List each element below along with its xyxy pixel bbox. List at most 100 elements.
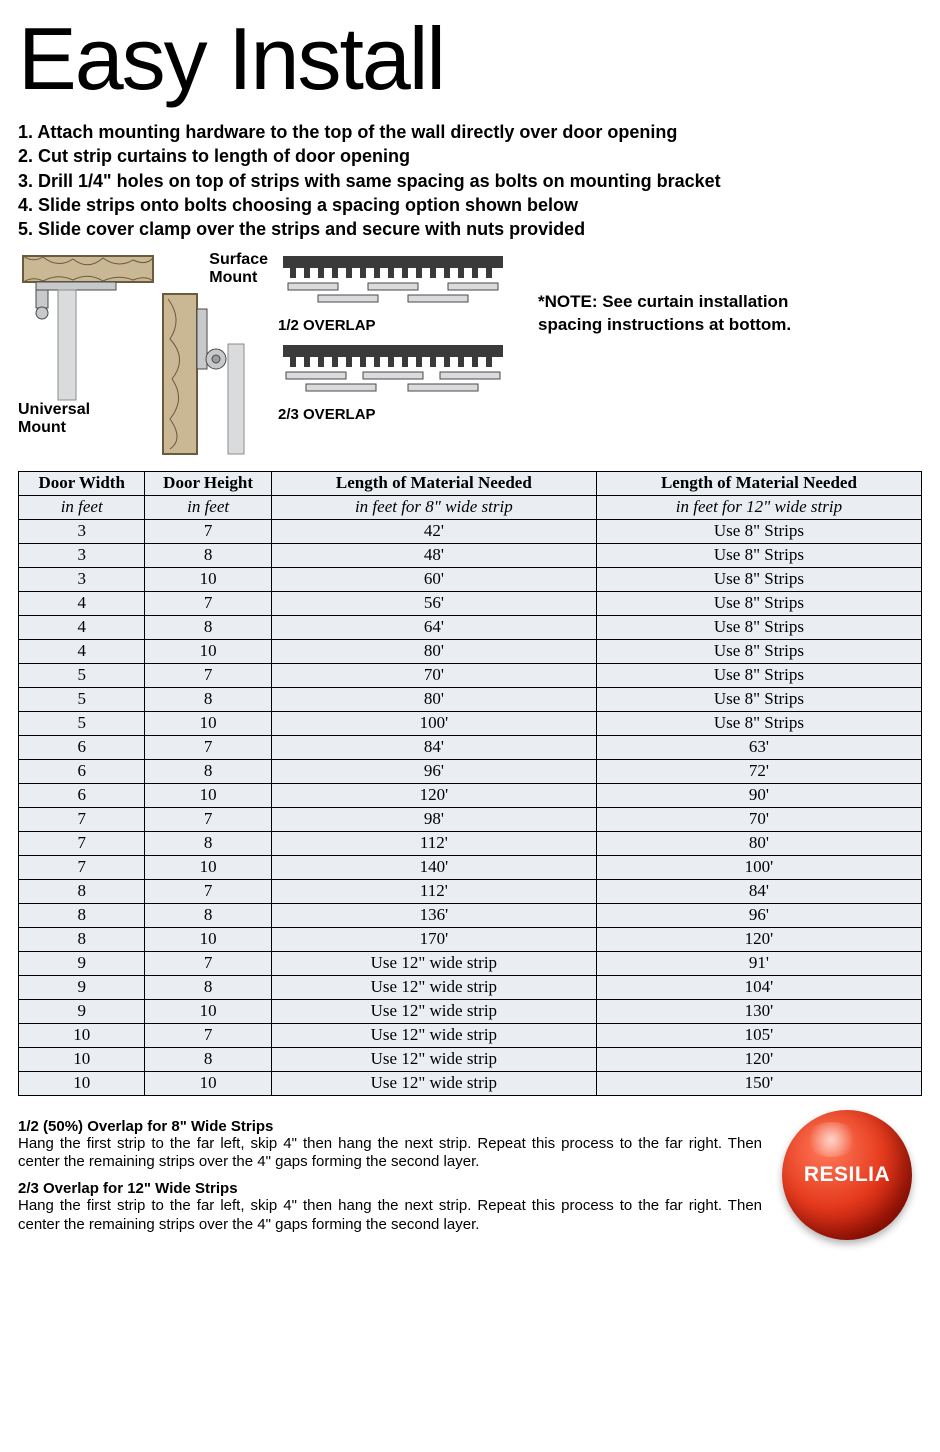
table-cell: 48' — [271, 543, 596, 567]
table-cell: 70' — [271, 663, 596, 687]
table-cell: 120' — [596, 1047, 921, 1071]
surface-mount-icon — [158, 289, 268, 459]
table-cell: Use 8" Strips — [596, 663, 921, 687]
table-cell: 6 — [19, 759, 145, 783]
table-cell: 7 — [145, 1023, 271, 1047]
table-cell: Use 8" Strips — [596, 639, 921, 663]
table-cell: 130' — [596, 999, 921, 1023]
step-3: 3. Drill 1/4" holes on top of strips wit… — [18, 169, 922, 193]
table-cell: 10 — [19, 1071, 145, 1095]
table-cell: 120' — [596, 927, 921, 951]
table-cell: 10 — [145, 567, 271, 591]
table-cell: 4 — [19, 591, 145, 615]
table-cell: 10 — [145, 999, 271, 1023]
table-cell: 7 — [145, 807, 271, 831]
step-4: 4. Slide strips onto bolts choosing a sp… — [18, 193, 922, 217]
page-title: Easy Install — [18, 8, 922, 110]
material-length-table: Door Width Door Height Length of Materia… — [18, 471, 922, 1096]
universal-mount-icon — [18, 251, 158, 401]
half-overlap-instructions-title: 1/2 (50%) Overlap for 8" Wide Strips — [18, 1118, 762, 1135]
table-cell: 10 — [145, 711, 271, 735]
table-row: 3848'Use 8" Strips — [19, 543, 922, 567]
table-cell: 80' — [596, 831, 921, 855]
universal-mount-diagram: Universal Mount — [18, 251, 158, 436]
table-cell: 140' — [271, 855, 596, 879]
table-row: 5770'Use 8" Strips — [19, 663, 922, 687]
overlap-diagrams: 1/2 OVERLAP 2/3 OVERLAP — [278, 251, 508, 423]
col-length-12in: Length of Material Needed — [596, 471, 921, 495]
table-cell: 9 — [19, 999, 145, 1023]
twothirds-overlap-icon — [278, 340, 508, 400]
twothirds-overlap-instructions-title: 2/3 Overlap for 12" Wide Strips — [18, 1180, 762, 1197]
table-cell: 100' — [271, 711, 596, 735]
table-cell: 8 — [145, 831, 271, 855]
table-cell: Use 12" wide strip — [271, 975, 596, 999]
install-steps-list: 1. Attach mounting hardware to the top o… — [18, 120, 922, 241]
table-cell: 112' — [271, 831, 596, 855]
table-cell: 8 — [145, 543, 271, 567]
table-subheader-row: in feet in feet in feet for 8" wide stri… — [19, 495, 922, 519]
step-2: 2. Cut strip curtains to length of door … — [18, 144, 922, 168]
table-cell: 8 — [145, 975, 271, 999]
table-cell: 105' — [596, 1023, 921, 1047]
table-cell: 10 — [19, 1023, 145, 1047]
table-cell: 10 — [145, 639, 271, 663]
table-row: 78112'80' — [19, 831, 922, 855]
logo-text: RESILIA — [804, 1163, 890, 1187]
table-cell: 5 — [19, 663, 145, 687]
table-cell: 8 — [145, 903, 271, 927]
table-cell: Use 8" Strips — [596, 615, 921, 639]
col-door-height: Door Height — [145, 471, 271, 495]
table-row: 910Use 12" wide strip130' — [19, 999, 922, 1023]
sub-door-width: in feet — [19, 495, 145, 519]
installation-note: *NOTE: See curtain installation spacing … — [538, 291, 838, 335]
table-cell: 3 — [19, 543, 145, 567]
table-cell: 10 — [19, 1047, 145, 1071]
table-row: 108Use 12" wide strip120' — [19, 1047, 922, 1071]
table-cell: 10 — [145, 1071, 271, 1095]
table-cell: Use 12" wide strip — [271, 951, 596, 975]
table-row: 510100'Use 8" Strips — [19, 711, 922, 735]
table-cell: 8 — [145, 615, 271, 639]
table-row: 7798'70' — [19, 807, 922, 831]
surface-mount-label: Surface Mount — [209, 251, 268, 286]
table-cell: 150' — [596, 1071, 921, 1095]
table-cell: 5 — [19, 687, 145, 711]
table-cell: 7 — [145, 519, 271, 543]
table-cell: 7 — [19, 807, 145, 831]
table-row: 1010Use 12" wide strip150' — [19, 1071, 922, 1095]
table-cell: 8 — [145, 1047, 271, 1071]
table-cell: Use 12" wide strip — [271, 1071, 596, 1095]
table-cell: Use 8" Strips — [596, 567, 921, 591]
table-cell: 8 — [19, 927, 145, 951]
table-row: 4756'Use 8" Strips — [19, 591, 922, 615]
table-row: 3742'Use 8" Strips — [19, 519, 922, 543]
logo-circle-icon: RESILIA — [782, 1110, 912, 1240]
table-cell: 80' — [271, 687, 596, 711]
table-cell: 56' — [271, 591, 596, 615]
col-length-8in: Length of Material Needed — [271, 471, 596, 495]
table-cell: 100' — [596, 855, 921, 879]
table-row: 5880'Use 8" Strips — [19, 687, 922, 711]
table-cell: Use 12" wide strip — [271, 1023, 596, 1047]
table-cell: 4 — [19, 615, 145, 639]
table-row: 98Use 12" wide strip104' — [19, 975, 922, 999]
table-cell: 96' — [271, 759, 596, 783]
table-row: 6896'72' — [19, 759, 922, 783]
table-cell: 7 — [145, 591, 271, 615]
table-cell: 7 — [145, 735, 271, 759]
table-row: 88136'96' — [19, 903, 922, 927]
table-cell: 112' — [271, 879, 596, 903]
table-cell: 72' — [596, 759, 921, 783]
table-cell: 60' — [271, 567, 596, 591]
table-row: 610120'90' — [19, 783, 922, 807]
table-row: 107Use 12" wide strip105' — [19, 1023, 922, 1047]
table-cell: 170' — [271, 927, 596, 951]
twothirds-overlap-label: 2/3 OVERLAP — [278, 406, 508, 423]
table-cell: 3 — [19, 519, 145, 543]
table-cell: 9 — [19, 951, 145, 975]
table-cell: Use 8" Strips — [596, 591, 921, 615]
table-cell: Use 8" Strips — [596, 543, 921, 567]
table-row: 6784'63' — [19, 735, 922, 759]
table-cell: 7 — [145, 951, 271, 975]
